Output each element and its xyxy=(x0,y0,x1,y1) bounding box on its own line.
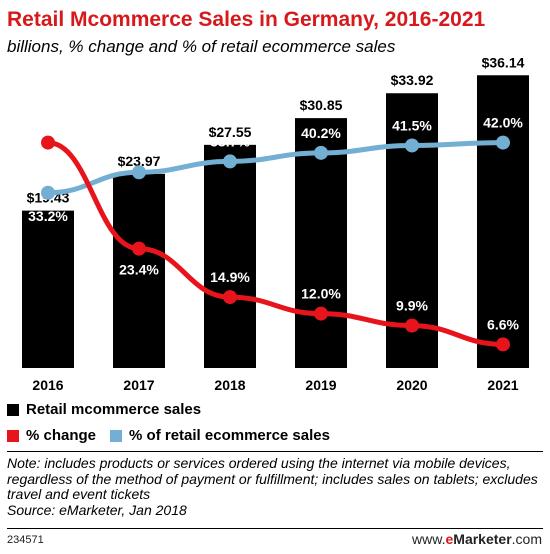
x-tick-2018: 2018 xyxy=(214,377,245,393)
legend-row-2: % change % of retail ecommerce sales xyxy=(7,427,344,444)
chart-subtitle: billions, % change and % of retail ecomm… xyxy=(7,37,396,56)
change-point-2021 xyxy=(496,337,510,352)
legend-row-1: Retail mcommerce sales xyxy=(7,401,215,418)
bar-label-2019: $30.85 xyxy=(300,97,343,113)
bar-2016 xyxy=(22,210,74,368)
share-point-2021 xyxy=(496,135,510,150)
note-text: Note: includes products or services orde… xyxy=(7,455,538,502)
share-point-2019 xyxy=(314,145,328,160)
share-label-2021: 42.0% xyxy=(483,115,523,131)
share-label-2019: 40.2% xyxy=(301,125,341,141)
chart: $19.43$23.97$27.55$30.85$33.92$36.142016… xyxy=(22,58,529,393)
divider-bottom xyxy=(7,528,543,529)
change-label-2018: 14.9% xyxy=(210,269,250,285)
bar-label-2021: $36.14 xyxy=(482,58,525,70)
change-point-2016 xyxy=(41,135,55,150)
change-point-2020 xyxy=(405,318,419,333)
bar-2017 xyxy=(113,173,165,368)
x-tick-2021: 2021 xyxy=(487,377,518,393)
change-point-2019 xyxy=(314,306,328,321)
share-point-2017 xyxy=(132,165,146,180)
chart-id: 234571 xyxy=(7,534,44,546)
change-line xyxy=(45,140,506,347)
x-tick-2017: 2017 xyxy=(123,377,154,393)
share-label-2020: 41.5% xyxy=(392,117,432,133)
x-tick-2016: 2016 xyxy=(32,377,63,393)
legend-swatch-share xyxy=(110,429,123,442)
share-point-2018 xyxy=(223,154,237,169)
legend-label-bars: Retail mcommerce sales xyxy=(26,401,202,418)
bar-label-2018: $27.55 xyxy=(209,124,252,140)
bar-label-2020: $33.92 xyxy=(391,72,434,88)
emarketer-logo[interactable]: www.eMarketer.com xyxy=(412,531,542,547)
x-tick-2019: 2019 xyxy=(305,377,336,393)
legend-item-bars: Retail mcommerce sales xyxy=(7,401,201,418)
logo-rest: Marketer xyxy=(453,531,512,547)
legend-label-share: % of retail ecommerce sales xyxy=(129,427,330,444)
legend-item-share: % of retail ecommerce sales xyxy=(110,427,330,444)
logo-suffix: .com xyxy=(511,531,542,547)
change-label-2016: 42.0% xyxy=(28,116,68,132)
change-label-2017: 23.4% xyxy=(119,262,159,278)
change-label-2019: 12.0% xyxy=(301,286,341,302)
share-label-2016: 33.2% xyxy=(28,208,68,224)
bar-2018 xyxy=(204,144,256,368)
change-label-2020: 9.9% xyxy=(396,298,428,314)
divider-top xyxy=(7,451,543,452)
share-line xyxy=(45,140,506,196)
bar-label-2017: $23.97 xyxy=(118,153,161,169)
share-label-2018: 38.7% xyxy=(210,133,250,149)
legend-swatch-change xyxy=(7,429,19,442)
x-tick-2020: 2020 xyxy=(396,377,427,393)
share-point-2016 xyxy=(41,185,55,200)
logo-prefix: www. xyxy=(412,531,446,547)
share-label-2017: 36.8% xyxy=(119,144,159,160)
legend-swatch-bars xyxy=(7,403,19,416)
source-text: Source: eMarketer, Jan 2018 xyxy=(7,501,187,518)
change-label-2021: 6.6% xyxy=(487,316,519,332)
legend-label-change: % change xyxy=(26,427,97,444)
legend-item-change: % change xyxy=(7,427,96,444)
share-point-2020 xyxy=(405,138,419,153)
change-point-2017 xyxy=(132,241,146,256)
change-point-2018 xyxy=(223,290,237,305)
bar-2021 xyxy=(477,75,529,369)
note-block: Note: includes products or services orde… xyxy=(7,455,545,518)
chart-title: Retail Mcommerce Sales in Germany, 2016-… xyxy=(7,8,486,31)
logo-e: e xyxy=(445,531,454,547)
